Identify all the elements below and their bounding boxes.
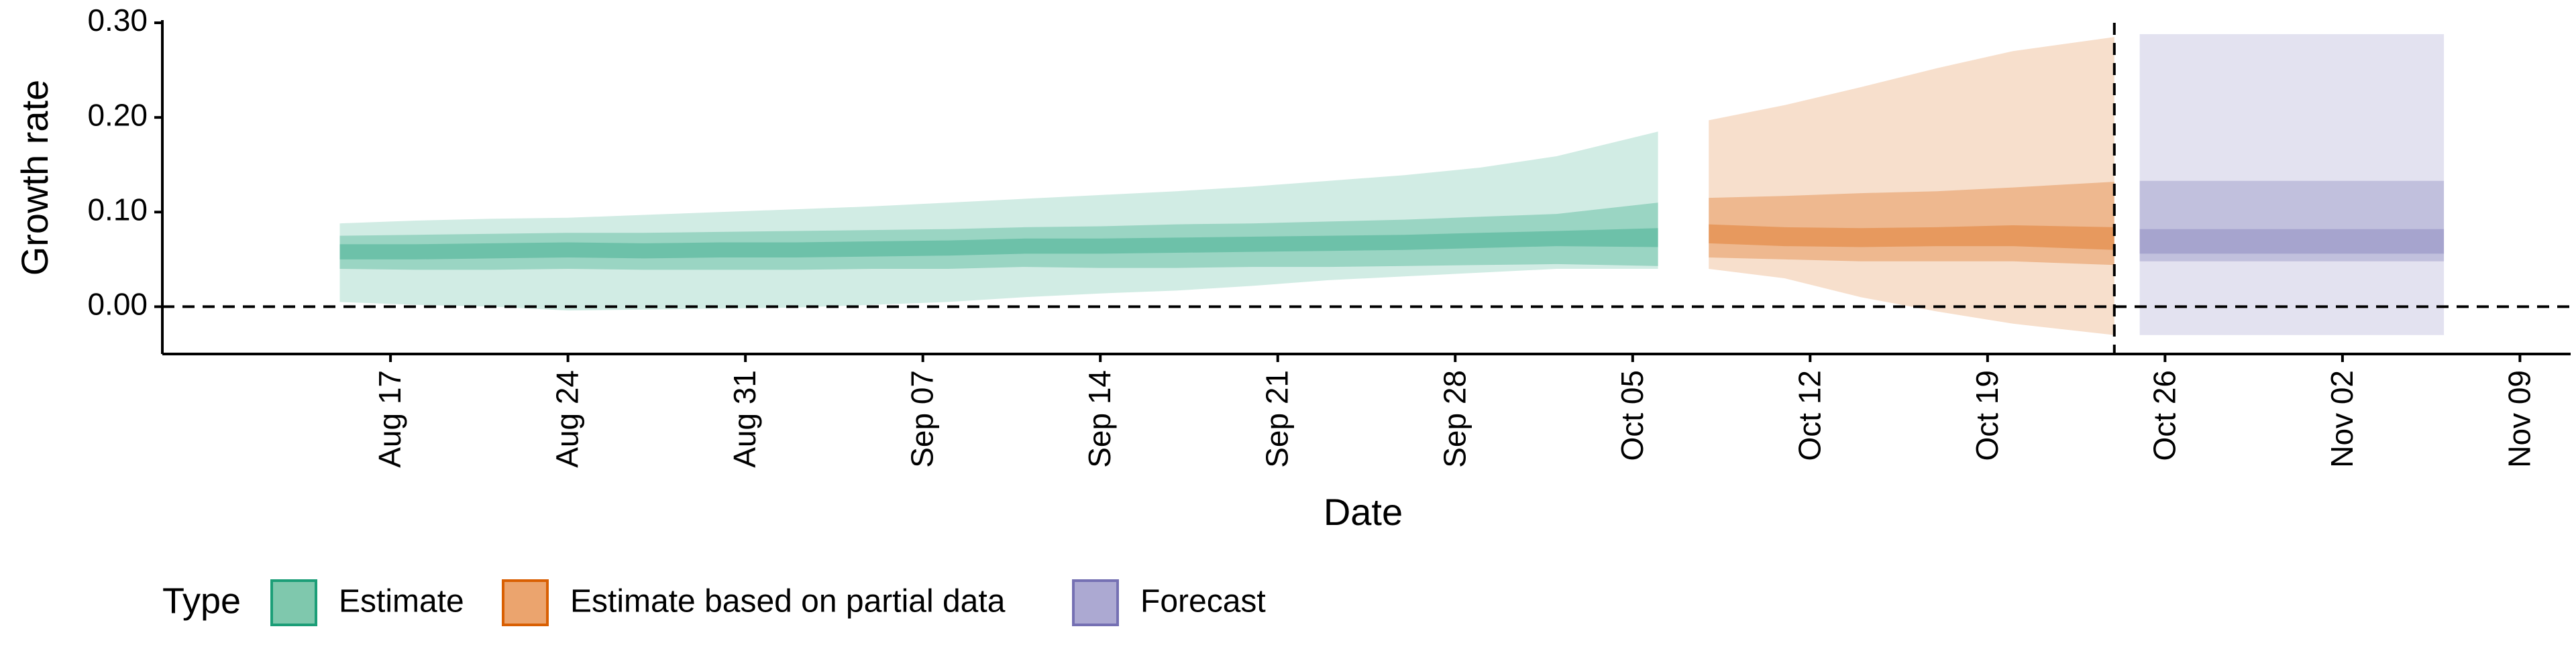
x-tick-label: Aug 31 <box>727 370 762 468</box>
y-axis-label: Growth rate <box>13 80 56 276</box>
y-tick-label: 0.00 <box>87 287 148 322</box>
x-tick-label: Oct 26 <box>2147 370 2182 461</box>
legend-key-estimate <box>270 579 317 626</box>
x-tick-label: Sep 14 <box>1082 370 1117 468</box>
forecast-band-90 <box>2139 34 2445 335</box>
legend-label-estimate: Estimate <box>339 584 464 620</box>
x-tick-label: Sep 28 <box>1437 370 1472 468</box>
y-tick-label: 0.20 <box>87 97 148 132</box>
x-tick-label: Nov 02 <box>2324 370 2359 468</box>
estimate-band-90 <box>339 131 1658 311</box>
estimate-based-on-partial-data-band-50 <box>1709 182 2114 266</box>
forecast-band-50 <box>2139 180 2445 261</box>
reference-lines-layer <box>162 23 2571 354</box>
x-tick-label: Aug 24 <box>550 370 585 468</box>
forecast-band-20 <box>2139 229 2445 254</box>
x-tick-label: Oct 19 <box>1970 370 2004 461</box>
legend-label-forecast: Forecast <box>1140 584 1266 620</box>
axes-layer: 0.00 0.10 0.20 0.30 Aug 17 Aug 24 Aug 31 Sep 07… <box>87 3 2571 468</box>
y-tick-label: 0.10 <box>87 192 148 227</box>
estimate-based-on-partial-data-band-90 <box>1709 37 2114 335</box>
x-tick-label: Nov 09 <box>2502 370 2536 468</box>
legend-label-estimate-based-on-partial-data: Estimate based on partial data <box>570 584 1006 620</box>
x-tick-label: Sep 21 <box>1260 370 1295 468</box>
x-tick-label: Oct 12 <box>1792 370 1827 461</box>
legend-title: Type <box>162 581 241 621</box>
x-tick-label: Aug 17 <box>372 370 407 468</box>
estimate-based-on-partial-data-band-20 <box>1709 224 2114 250</box>
estimate-band-20 <box>339 228 1658 259</box>
bands-layer <box>339 34 2445 335</box>
estimate-band-50 <box>339 202 1658 270</box>
y-tick-label: 0.30 <box>87 3 148 38</box>
x-tick-label: Oct 05 <box>1615 370 1650 461</box>
legend-key-forecast <box>1072 579 1119 626</box>
legend-key-estimate-based-on-partial-data <box>502 579 549 626</box>
x-tick-label: Sep 07 <box>905 370 940 468</box>
legend: Type Estimate Estimate based on partial da… <box>162 579 1266 626</box>
x-axis-label: Date <box>1324 491 1403 533</box>
